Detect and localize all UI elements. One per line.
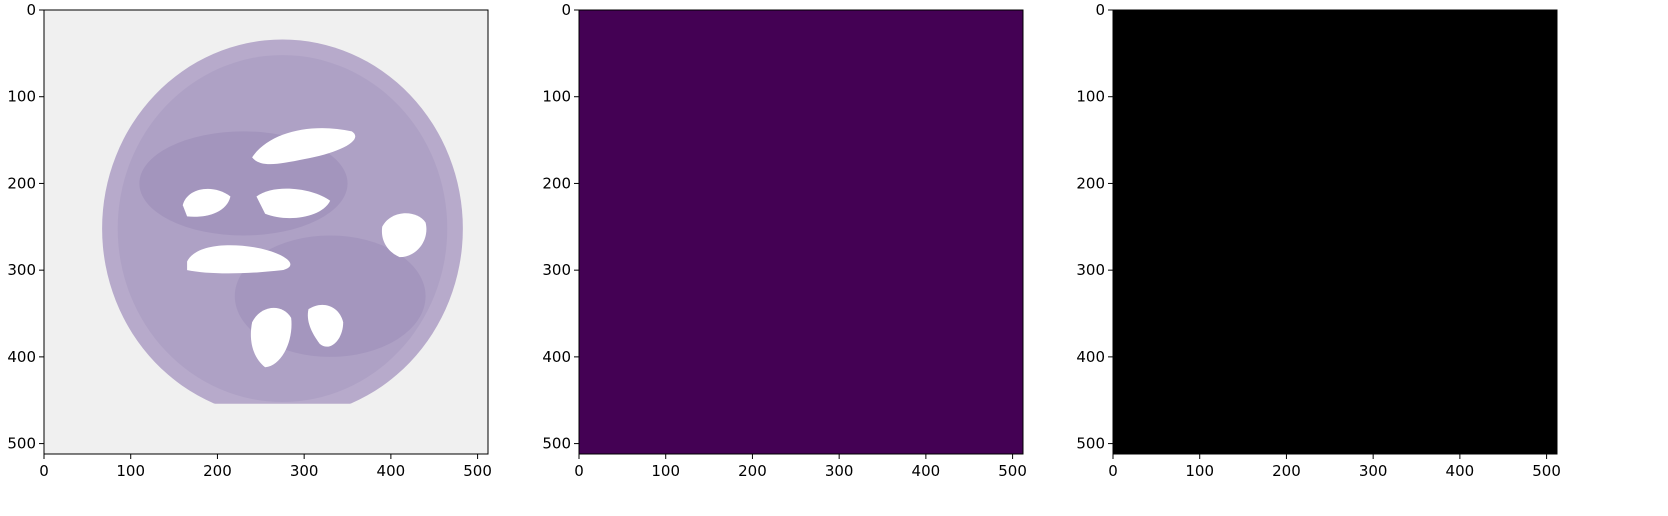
x-tick-label: 200: [738, 462, 767, 480]
x-tick-label: 0: [39, 462, 49, 480]
x-tick-label: 500: [463, 462, 492, 480]
gland-lumen: [307, 304, 344, 347]
y-tick-label: 200: [7, 174, 36, 192]
x-tick-label: 500: [1532, 462, 1561, 480]
y-tick-label: 400: [542, 348, 571, 366]
x-tick-label: 100: [1185, 462, 1214, 480]
y-tick-label: 100: [7, 88, 36, 106]
y-tick-label: 300: [1076, 261, 1105, 279]
y-tick-label: 0: [561, 1, 571, 19]
x-tick-label: 100: [116, 462, 145, 480]
x-tick-label: 100: [651, 462, 680, 480]
y-tick-label: 0: [26, 1, 36, 19]
x-tick-label: 0: [1108, 462, 1118, 480]
y-tick-label: 100: [1076, 88, 1105, 106]
probability-map-background: [579, 10, 1023, 454]
binary-mask-frame: [1112, 9, 1558, 455]
tissue-core-inner: [117, 55, 448, 402]
y-tick-label: 100: [542, 88, 571, 106]
y-tick-label: 0: [1095, 1, 1105, 19]
gland-lumen: [256, 188, 331, 219]
x-tick-label: 300: [825, 462, 854, 480]
x-tick-label: 200: [203, 462, 232, 480]
x-tick-label: 300: [290, 462, 319, 480]
probability-map-frame: [578, 9, 1024, 455]
x-tick-label: 400: [377, 462, 406, 480]
gland-lumen: [252, 128, 356, 165]
gland-lumen: [182, 188, 231, 217]
tissue-image-frame: [43, 9, 489, 455]
probability-map-panel: [578, 9, 1024, 455]
y-tick-label: 500: [1076, 435, 1105, 453]
x-tick-label: 500: [998, 462, 1027, 480]
y-tick-label: 400: [7, 348, 36, 366]
gland-lumen: [250, 307, 292, 368]
y-tick-label: 200: [1076, 174, 1105, 192]
tissue-image-panel: [43, 9, 489, 455]
gland-lumen: [187, 245, 291, 274]
x-tick-label: 200: [1272, 462, 1301, 480]
x-tick-label: 0: [574, 462, 584, 480]
y-tick-label: 500: [542, 435, 571, 453]
x-tick-label: 400: [912, 462, 941, 480]
y-tick-label: 300: [542, 261, 571, 279]
y-tick-label: 300: [7, 261, 36, 279]
x-tick-label: 400: [1446, 462, 1475, 480]
y-tick-label: 500: [7, 435, 36, 453]
binary-mask-panel: [1112, 9, 1558, 455]
x-tick-label: 300: [1359, 462, 1388, 480]
y-tick-label: 400: [1076, 348, 1105, 366]
y-tick-label: 200: [542, 174, 571, 192]
binary-mask-background: [1113, 10, 1557, 454]
gland-lumen: [381, 213, 427, 258]
